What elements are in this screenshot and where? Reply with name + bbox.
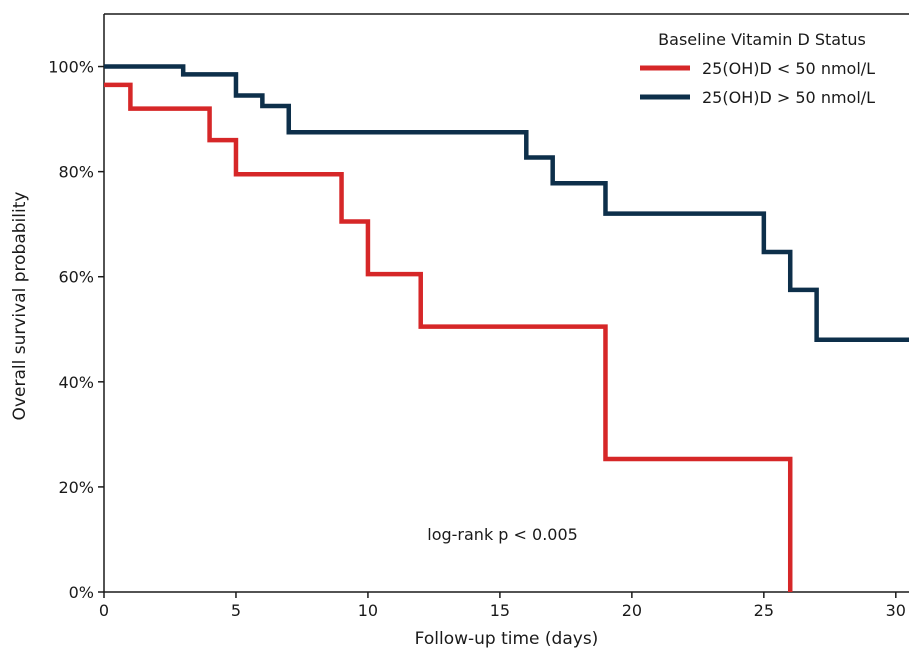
x-tick-label: 0: [99, 601, 109, 620]
x-tick-label: 20: [622, 601, 642, 620]
legend-label-low-vitd: 25(OH)D < 50 nmol/L: [702, 59, 875, 78]
y-tick-label: 40%: [58, 373, 94, 392]
x-tick-label: 15: [490, 601, 510, 620]
legend: Baseline Vitamin D Status 25(OH)D < 50 n…: [640, 30, 875, 107]
y-tick-label: 0%: [69, 583, 94, 602]
logrank-annotation: log-rank p < 0.005: [427, 525, 578, 544]
series-line-high-vitd: [104, 64, 909, 343]
ticks-layer: 0 5 10 15 20 25 30 0% 20% 40% 60% 80% 100%: [48, 58, 906, 620]
y-tick-label: 80%: [58, 163, 94, 182]
x-tick-label: 10: [358, 601, 378, 620]
y-tick-label: 100%: [48, 58, 94, 77]
series-layer: [104, 64, 909, 592]
y-axis-label: Overall survival probability: [10, 192, 30, 421]
y-tick-label: 60%: [58, 268, 94, 287]
series-line-low-vitd: [104, 82, 793, 592]
x-tick-label: 30: [886, 601, 906, 620]
y-tick-label: 20%: [58, 478, 94, 497]
x-axis-label: Follow-up time (days): [415, 629, 599, 648]
x-tick-label: 5: [231, 601, 241, 620]
x-tick-label: 25: [754, 601, 774, 620]
legend-label-high-vitd: 25(OH)D > 50 nmol/L: [702, 88, 875, 107]
legend-title: Baseline Vitamin D Status: [658, 30, 866, 49]
axes-layer: [103, 13, 909, 593]
